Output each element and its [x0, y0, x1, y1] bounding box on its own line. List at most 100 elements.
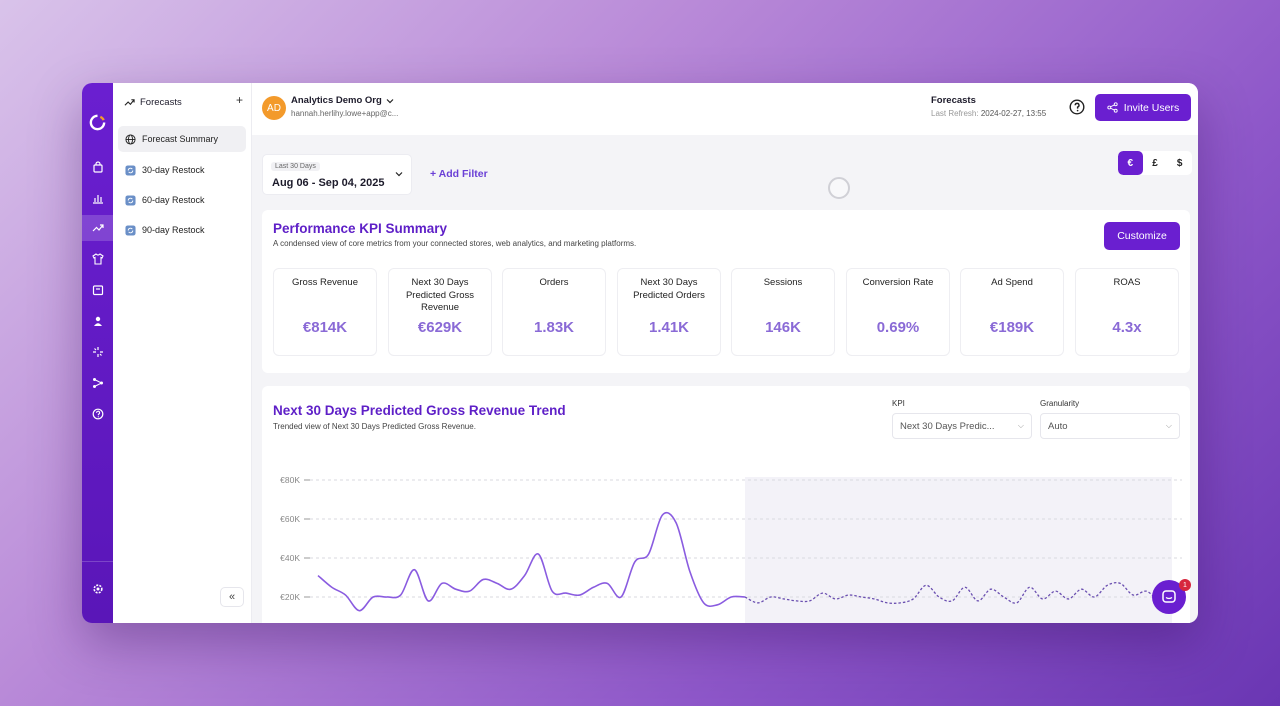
org-email: hannah.herlihy.lowe+app@c... [291, 109, 399, 118]
shopping-bag-icon [92, 161, 103, 173]
customize-button[interactable]: Customize [1104, 222, 1180, 250]
forecast-series-line [744, 581, 1173, 604]
help-icon [92, 408, 103, 420]
collapse-sidebar-button[interactable]: « [220, 587, 244, 607]
kpi-tile-ad-spend[interactable]: Ad Spend €189K [960, 268, 1064, 356]
add-forecast-button[interactable]: + [235, 93, 243, 107]
kpi-label: Sessions [763, 277, 803, 288]
y-axis-ticks: €80K €60K €40K €20K [280, 475, 310, 602]
kpi-tile-predicted-orders[interactable]: Next 30 Days Predicted Orders 1.41K [617, 268, 721, 356]
rail-analytics[interactable] [82, 185, 113, 211]
kpi-value: 4.3x [1112, 319, 1142, 336]
kpi-tile-conversion-rate[interactable]: Conversion Rate 0.69% [846, 268, 950, 356]
box-icon [92, 285, 103, 296]
bar-chart-icon [92, 195, 103, 204]
sidebar-header: Forecasts + [124, 93, 243, 109]
sidebar-item-60-day-restock[interactable]: 60-day Restock [118, 187, 246, 213]
kpi-label: Ad Spend [991, 277, 1033, 288]
kpi-card-subtitle: A condensed view of core metrics from yo… [273, 239, 637, 248]
kpi-value: €629K [417, 319, 463, 336]
icon-rail [82, 83, 113, 623]
sidebar-item-label: 90-day Restock [142, 225, 205, 235]
logo-icon[interactable] [88, 113, 107, 132]
share-icon [1107, 102, 1118, 113]
date-range-label: Last 30 Days [271, 162, 320, 171]
chevron-down-icon: ⌵ [1165, 421, 1172, 430]
chevron-down-icon [386, 98, 394, 103]
y-tick-label: €60K [280, 514, 300, 524]
rail-customers[interactable] [82, 308, 113, 334]
trend-card: Next 30 Days Predicted Gross Revenue Tre… [262, 386, 1190, 623]
restock-icon [125, 194, 136, 206]
trend-card-subtitle: Trended view of Next 30 Days Predicted G… [273, 422, 476, 431]
shirt-icon [91, 253, 104, 265]
avatar[interactable]: AD [262, 96, 286, 120]
rail-divider [82, 561, 113, 562]
sidebar-item-30-day-restock[interactable]: 30-day Restock [118, 157, 246, 183]
currency-usd[interactable]: $ [1176, 157, 1183, 169]
top-bar: AD Analytics Demo Org hannah.herlihy.low… [252, 83, 1198, 135]
sidebar-item-90-day-restock[interactable]: 90-day Restock [118, 217, 246, 243]
kpi-label: Next 30 Days Predicted Orders [633, 277, 705, 301]
invite-users-button[interactable]: Invite Users [1095, 94, 1191, 121]
rail-shopping-bag[interactable] [82, 154, 113, 180]
kpi-card-title: Performance KPI Summary [273, 221, 448, 236]
restock-icon [125, 164, 136, 176]
help-icon[interactable] [1069, 99, 1085, 115]
add-filter-button[interactable]: + Add Filter [430, 168, 488, 180]
kpi-tile-roas[interactable]: ROAS 4.3x [1075, 268, 1179, 356]
rail-insights[interactable] [82, 339, 113, 365]
kpi-tile-orders[interactable]: Orders 1.83K [502, 268, 606, 356]
currency-eur[interactable]: € [1118, 151, 1143, 175]
kpi-label: Next 30 Days Predicted Gross Revenue [405, 277, 475, 313]
sparkle-icon [92, 347, 103, 357]
kpi-value: 0.69% [876, 319, 920, 336]
chat-badge: 1 [1179, 579, 1191, 591]
last-refresh: Last Refresh: 2024-02-27, 13:55 [931, 109, 1046, 118]
kpi-select-value: Next 30 Days Predic... [900, 420, 995, 432]
restock-icon [125, 224, 136, 236]
granularity-select[interactable]: Auto ⌵ [1040, 413, 1180, 439]
kpi-summary-card: Performance KPI Summary A condensed view… [262, 210, 1190, 373]
org-switcher[interactable]: Analytics Demo Org [291, 95, 394, 106]
refresh-label: Last Refresh: [931, 109, 979, 118]
chart-lines [317, 511, 1173, 612]
rail-products[interactable] [82, 246, 113, 272]
kpi-tile-predicted-gross-revenue[interactable]: Next 30 Days Predicted Gross Revenue €62… [388, 268, 492, 356]
rail-settings[interactable] [82, 576, 113, 602]
kpi-tile-sessions[interactable]: Sessions 146K [731, 268, 835, 356]
chart-grid [310, 479, 1182, 598]
trending-up-icon [92, 224, 104, 232]
sidebar-item-label: 60-day Restock [142, 195, 205, 205]
granularity-select-value: Auto [1048, 420, 1068, 432]
page-title: Forecasts [931, 95, 976, 106]
rail-integrations[interactable] [82, 370, 113, 396]
kpi-select[interactable]: Next 30 Days Predic... ⌵ [892, 413, 1032, 439]
user-icon [93, 316, 102, 326]
org-name: Analytics Demo Org [291, 95, 382, 106]
kpi-value: 1.41K [648, 319, 690, 336]
date-range-picker[interactable]: Last 30 Days Aug 06 - Sep 04, 2025 [262, 154, 412, 195]
rail-inventory[interactable] [82, 277, 113, 303]
network-icon [92, 378, 103, 388]
rail-help[interactable] [82, 401, 113, 427]
kpi-tile-gross-revenue[interactable]: Gross Revenue €814K [273, 268, 377, 356]
currency-gbp[interactable]: £ [1152, 157, 1158, 169]
trend-card-title: Next 30 Days Predicted Gross Revenue Tre… [273, 403, 566, 418]
invite-users-label: Invite Users [1123, 101, 1180, 114]
kpi-select-label: KPI [892, 399, 905, 408]
rail-forecasts[interactable] [82, 215, 113, 241]
sidebar-item-label: 30-day Restock [142, 165, 205, 175]
granularity-select-label: Granularity [1040, 399, 1080, 408]
y-tick-label: €20K [280, 592, 300, 602]
trending-up-icon [124, 98, 135, 106]
globe-icon [125, 133, 136, 145]
sidebar-item-label: Forecast Summary [142, 134, 219, 144]
settings-icon [92, 584, 103, 594]
sidebar-item-forecast-summary[interactable]: Forecast Summary [118, 126, 246, 152]
kpi-value: 146K [765, 319, 801, 336]
currency-switcher: € £ $ [1118, 151, 1192, 175]
chat-icon [1162, 590, 1176, 603]
trend-chart: €80K €60K €40K €20K [280, 475, 1182, 623]
kpi-label: Gross Revenue [291, 277, 358, 288]
